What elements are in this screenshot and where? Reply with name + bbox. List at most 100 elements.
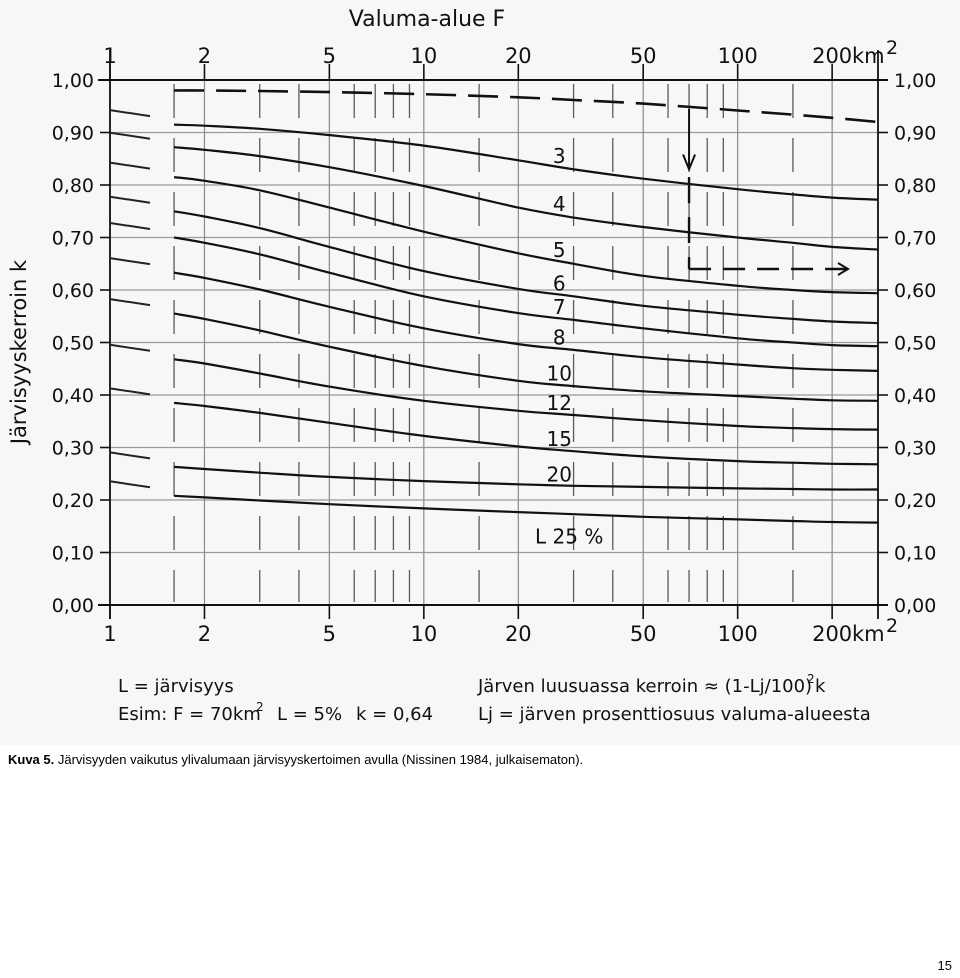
- y-tick-label-left: 0,70: [52, 228, 94, 250]
- y-tick-label-right: 0,80: [894, 175, 936, 197]
- series-label-15: 15: [546, 427, 571, 451]
- series-line-dashed: [174, 89, 879, 124]
- x-tick-label-top: 200: [812, 44, 852, 68]
- note-outlet-formula-sup: 2: [807, 672, 815, 686]
- note-lj-definition: Lj = järven prosenttiosuus valuma-aluees…: [478, 704, 871, 725]
- note-example-f: Esim: F = 70km: [118, 704, 261, 725]
- y-axis-label: Järvisyyskerroin k: [7, 259, 31, 446]
- x-tick-label-top: 1: [103, 44, 116, 68]
- note-legend-l: L = järvisyys: [118, 676, 234, 697]
- y-tick-label-left: 0,50: [52, 333, 94, 355]
- series-stub: [109, 161, 151, 170]
- series-line-3: [174, 123, 879, 201]
- y-tick-label-left: 0,80: [52, 175, 94, 197]
- y-tick-label-left: 0,40: [52, 385, 94, 407]
- y-tick-label-left: 0,90: [52, 123, 94, 145]
- series-curves: 3 4 5 67 8 10 12 15 20 L 25 %: [109, 89, 879, 549]
- note-outlet-formula: Järven luusuassa kerroin ≈ (1-Lj/100): [477, 676, 812, 697]
- chart-title: Valuma-alue F: [349, 7, 505, 32]
- x-tick-label-bottom: 5: [323, 622, 336, 646]
- y-tick-label-right: 0,30: [894, 438, 936, 460]
- example-arrows: [682, 108, 850, 276]
- series-stub: [109, 109, 151, 118]
- x-tick-label-bottom: 2: [198, 622, 211, 646]
- note-outlet-formula-k: k: [815, 676, 826, 697]
- note-example-k: k = 0,64: [356, 704, 433, 725]
- note-example-l: L = 5%: [277, 704, 342, 725]
- caption-label: Kuva 5.: [8, 752, 55, 767]
- series-line-8: [173, 271, 879, 372]
- y-tick-label-right: 0,70: [894, 228, 936, 250]
- x-tick-label-bottom: 100: [718, 622, 758, 646]
- page-number: 15: [937, 958, 952, 973]
- series-stub: [109, 195, 151, 204]
- series-line-12: [173, 358, 879, 431]
- x-unit-label-bottom: km: [852, 622, 885, 646]
- series-line-5: [173, 176, 879, 295]
- y-tick-label-right: 0,40: [894, 385, 936, 407]
- grid-layer: [109, 79, 878, 606]
- x-tick-label-top: 20: [505, 44, 532, 68]
- series-label-6: 6: [553, 271, 566, 295]
- series-label-5: 5: [553, 238, 566, 262]
- example-arrowhead-down: [682, 154, 696, 172]
- series-label-20: 20: [546, 462, 571, 486]
- y-tick-label-right: 0,50: [894, 333, 936, 355]
- y-tick-label-left: 0,10: [52, 543, 94, 565]
- series-label-8: 8: [553, 325, 566, 349]
- series-line-6: [173, 210, 879, 325]
- series-stub: [109, 387, 151, 396]
- x-tick-label-top: 50: [630, 44, 657, 68]
- y-tick-label-right: 0,10: [894, 543, 936, 565]
- series-line-20: [174, 465, 879, 491]
- x-tick-label-bottom: 20: [505, 622, 532, 646]
- y-tick-label-right: 0,00: [894, 595, 936, 617]
- tick-labels: 0,00 0,00 0,10 0,10 0,20 0,20 0,30 0,30 0,40 0,40…: [52, 37, 937, 646]
- x-tick-label-bottom: 200: [812, 622, 852, 646]
- example-arrowhead-right: [837, 262, 850, 276]
- caption-text: Järvisyyden vaikutus ylivalumaan järvisy…: [57, 752, 584, 767]
- x-unit-label-top: km: [852, 44, 885, 68]
- series-label-7: 7: [553, 295, 566, 319]
- x-tick-label-top: 5: [323, 44, 336, 68]
- x-unit-label-top-sup: 2: [886, 37, 898, 59]
- series-stub: [109, 222, 151, 230]
- figure-caption: Kuva 5. Järvisyyden vaikutus ylivalumaan…: [8, 752, 583, 767]
- series-line-10: [173, 312, 879, 402]
- series-stub: [109, 257, 151, 266]
- y-tick-label-right: 0,20: [894, 490, 936, 512]
- series-stub: [109, 480, 151, 489]
- series-line-25: [174, 494, 879, 524]
- series-line-4: [174, 146, 879, 251]
- series-stub: [109, 131, 151, 140]
- series-label-4: 4: [553, 192, 566, 216]
- x-unit-label-bottom-sup: 2: [886, 615, 898, 637]
- series-label-10: 10: [546, 362, 571, 386]
- x-tick-label-top: 10: [410, 44, 437, 68]
- y-tick-label-right: 0,90: [894, 123, 936, 145]
- y-tick-label-left: 0,00: [52, 595, 94, 617]
- series-line-7: [173, 236, 879, 348]
- y-tick-label-right: 0,60: [894, 280, 936, 302]
- y-tick-label-left: 0,20: [52, 490, 94, 512]
- x-tick-label-bottom: 50: [630, 622, 657, 646]
- note-example-f-sup: 2: [256, 700, 264, 714]
- series-stub: [109, 451, 151, 460]
- series-label-25: L 25 %: [535, 525, 603, 549]
- y-tick-label-left: 0,60: [52, 280, 94, 302]
- axes-frame: [98, 50, 888, 619]
- y-tick-label-left: 1,00: [52, 70, 94, 92]
- x-tick-label-bottom: 10: [410, 622, 437, 646]
- series-label-3: 3: [553, 144, 566, 168]
- series-stub: [109, 343, 151, 352]
- series-label-12: 12: [546, 391, 571, 415]
- y-tick-label-left: 0,30: [52, 438, 94, 460]
- x-tick-label-top: 2: [198, 44, 211, 68]
- x-tick-label-top: 100: [718, 44, 758, 68]
- chart-svg: Valuma-alue F Järvisyyskerroin k 3 4 5 67 8 1…: [7, 7, 937, 725]
- series-stub: [109, 298, 151, 307]
- x-tick-label-bottom: 1: [103, 622, 116, 646]
- series-line-15: [173, 401, 879, 466]
